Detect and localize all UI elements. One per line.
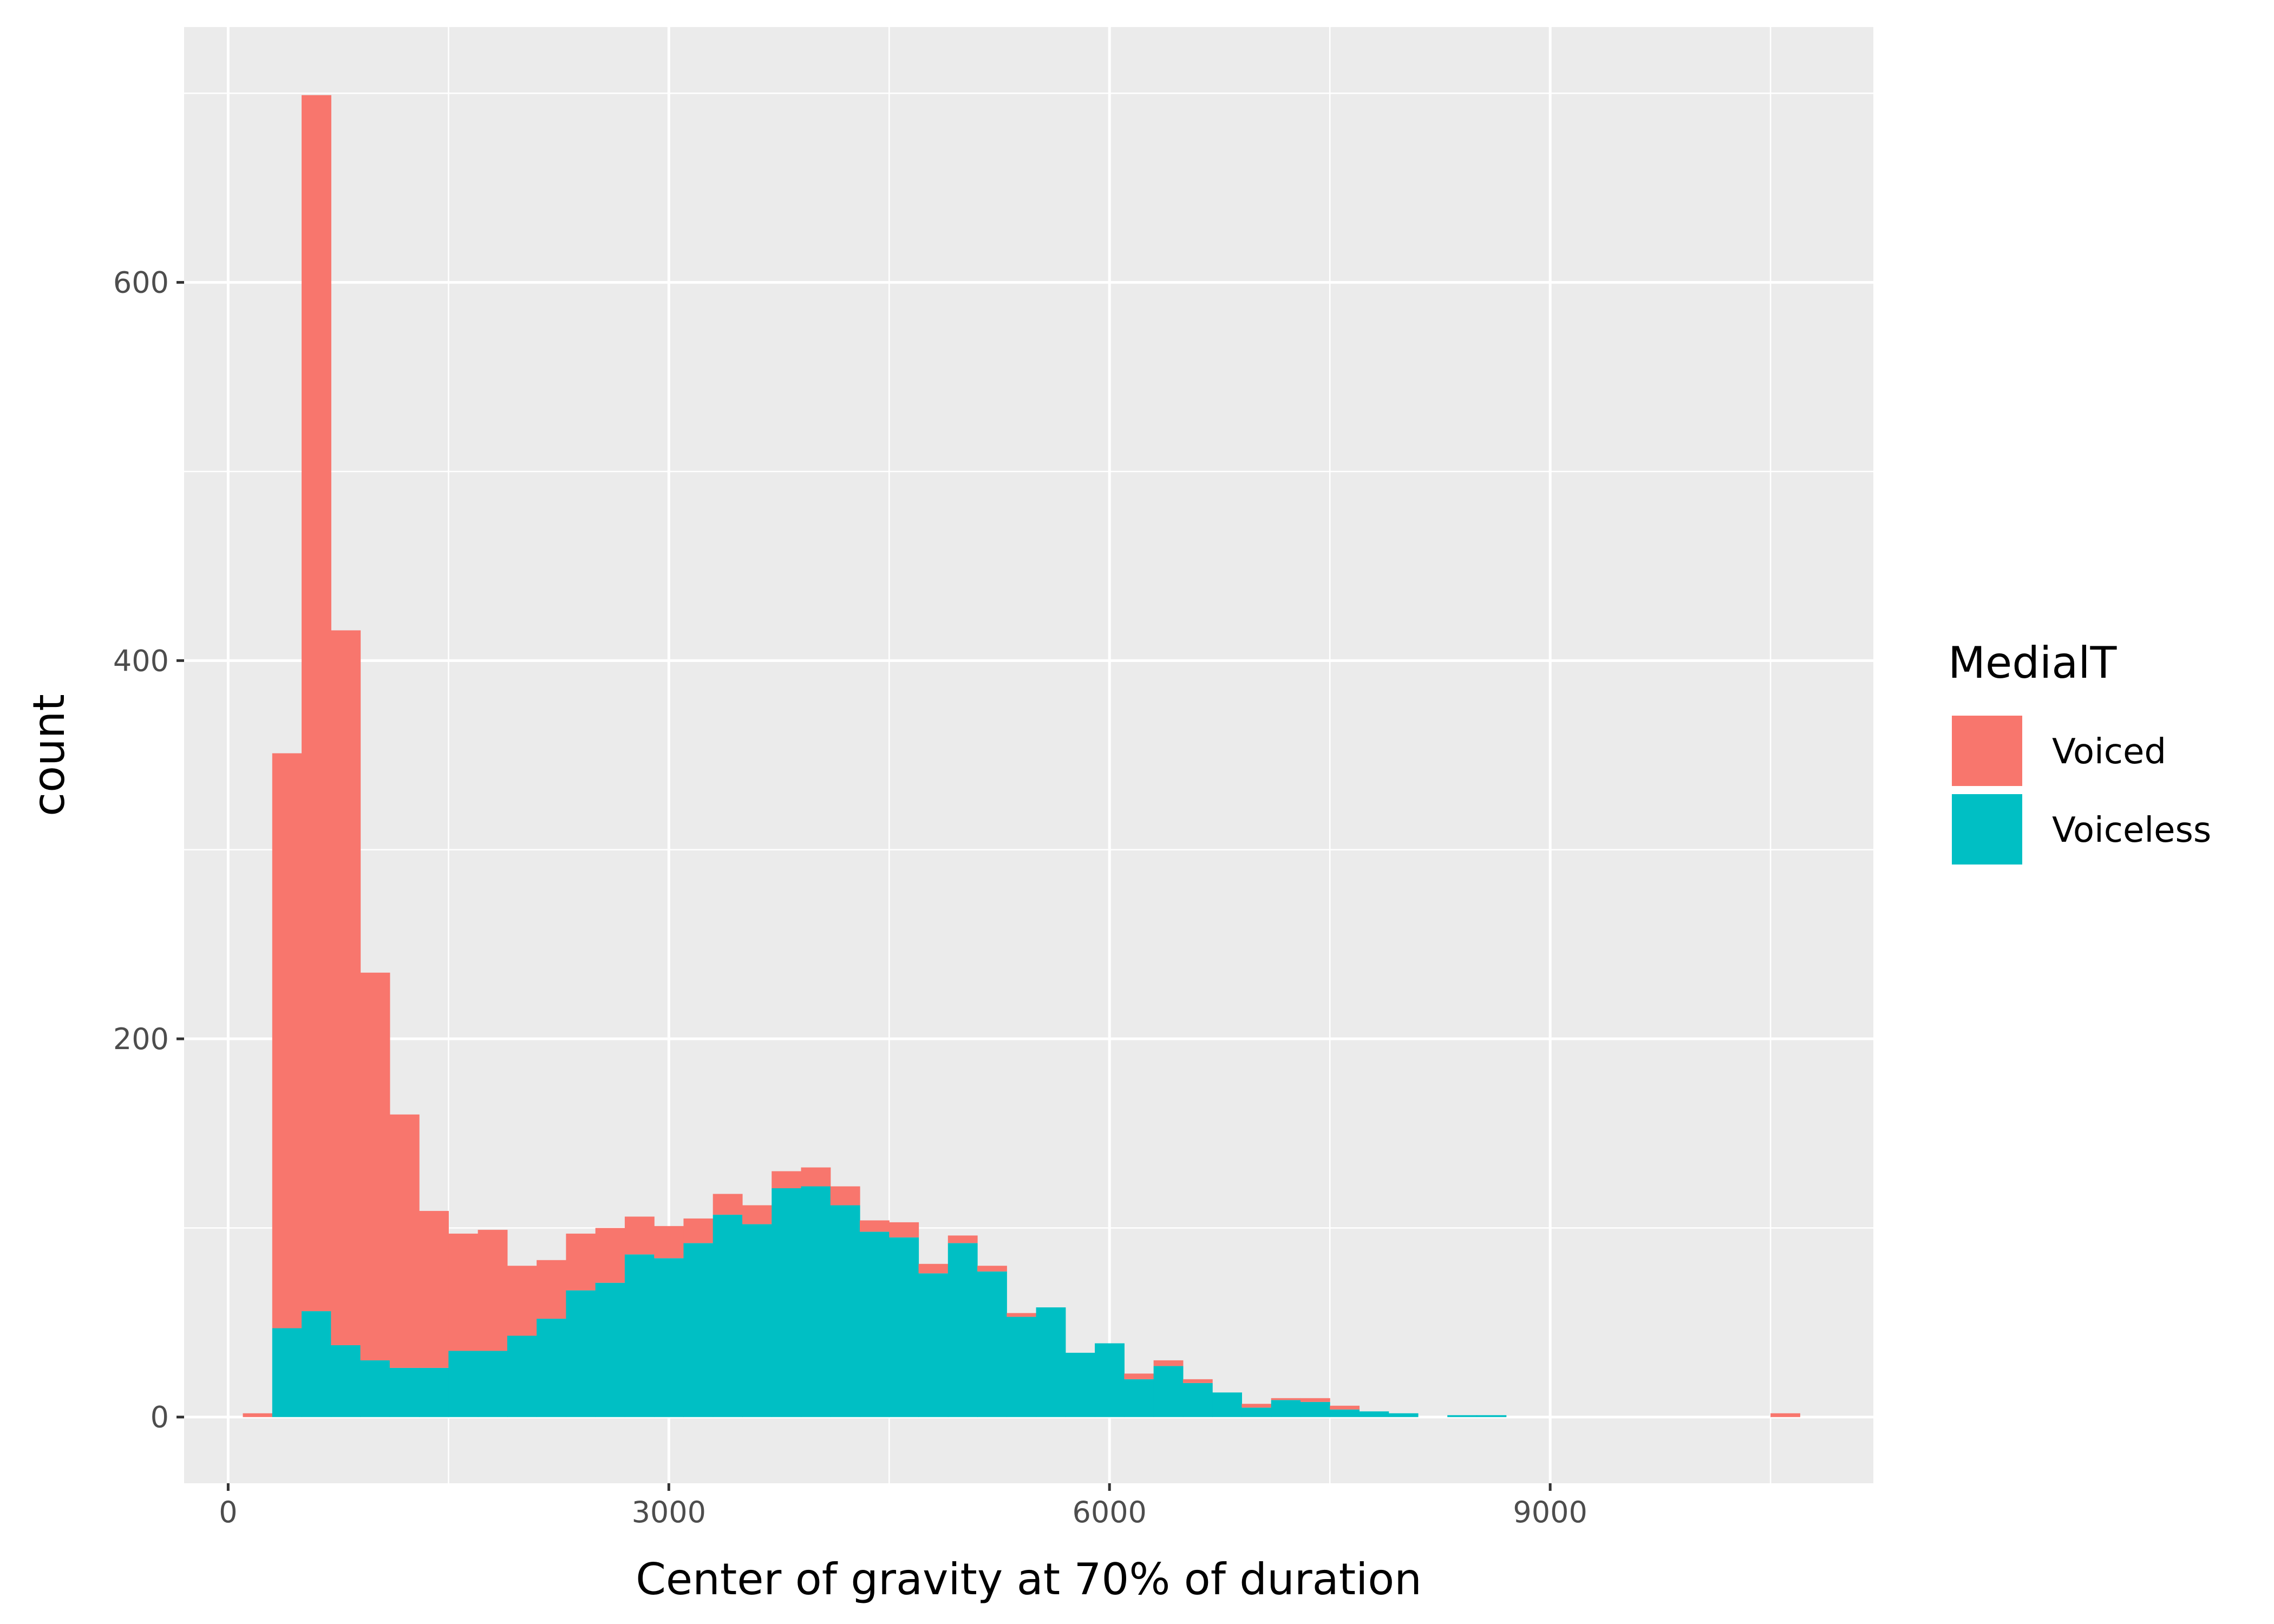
bar-voiceless [1036,1307,1066,1417]
bar-voiceless [272,1328,302,1417]
bar-voiceless [624,1254,655,1417]
bar-voiced [1182,1379,1213,1383]
bar-voiceless [713,1214,743,1417]
x-tick-label: 0 [219,1495,237,1529]
bar-voiceless [860,1232,890,1417]
bar-voiced [948,1235,978,1243]
x-axis: 0 3000 6000 9000 [219,1483,1587,1529]
bar-voiceless [1388,1413,1419,1417]
bar-voiced [595,1228,625,1283]
bar-voiceless [302,1311,331,1417]
bar-voiced [1271,1398,1301,1400]
bar-voiceless [478,1351,508,1417]
legend: MedialT Voiced Voiceless [1948,638,2211,865]
bars [243,95,1800,1417]
bar-voiced [1330,1405,1360,1410]
legend-label-voiceless: Voiceless [2052,810,2211,850]
bar-voiceless [331,1345,361,1417]
bar-voiceless [537,1319,566,1417]
y-tick-label: 600 [113,266,169,300]
bar-voiceless [448,1351,479,1417]
bar-voiced [713,1194,743,1215]
legend-label-voiced: Voiced [2052,732,2166,772]
bar-voiced [860,1220,890,1232]
bar-voiceless [419,1367,449,1417]
bar-voiceless [830,1205,860,1417]
bar-voiceless [1124,1379,1154,1417]
bar-voiced [1241,1404,1272,1408]
bar-voiceless [742,1224,772,1417]
bar-voiced [331,630,361,1345]
bar-voiced [1153,1360,1184,1366]
bar-voiced [566,1233,596,1291]
bar-voiceless [360,1360,390,1417]
bar-voiceless [1330,1409,1360,1417]
bar-voiced [272,753,302,1328]
bar-voiceless [507,1335,537,1417]
bar-voiceless [1447,1415,1478,1417]
bar-voiceless [977,1271,1007,1417]
bar-voiceless [683,1243,714,1417]
bar-voiceless [1182,1383,1213,1417]
y-tick-label: 200 [113,1022,169,1056]
y-tick-label: 400 [113,644,169,678]
legend-title: MedialT [1948,638,2118,688]
bar-voiced [654,1226,684,1259]
bar-voiced [537,1260,566,1319]
bar-voiced [478,1229,508,1351]
bar-voiceless [1271,1400,1301,1417]
bar-voiceless [948,1243,978,1417]
bar-voiced [243,1413,273,1417]
bar-voiced [360,972,390,1360]
bar-voiced [683,1218,714,1243]
bar-voiceless [1476,1415,1507,1417]
bar-voiceless [1241,1407,1272,1417]
bar-voiced [1770,1413,1800,1417]
bar-voiced [889,1222,919,1237]
y-axis-title: count [24,694,74,816]
x-tick-label: 6000 [1072,1495,1146,1529]
bar-voiceless [1359,1411,1389,1417]
bar-voiceless [566,1290,596,1417]
bar-voiceless [1153,1366,1184,1417]
bar-voiceless [1095,1343,1125,1417]
y-axis: 0 200 400 600 [113,266,184,1435]
bar-voiced [977,1266,1007,1272]
legend-key-voiceless [1952,794,2022,865]
bar-voiced [918,1263,949,1274]
bar-voiced [507,1266,537,1336]
bar-voiceless [1065,1352,1095,1417]
bar-voiceless [1007,1317,1037,1417]
bar-voiceless [595,1282,625,1417]
bar-voiceless [889,1237,919,1417]
bar-voiced [1007,1313,1037,1317]
bar-voiceless [918,1273,949,1417]
bar-voiceless [1212,1392,1242,1417]
bar-voiced [801,1167,831,1187]
bar-voiced [1300,1398,1330,1402]
bar-voiced [389,1114,420,1368]
bar-voiceless [801,1186,831,1417]
x-tick-label: 3000 [632,1495,706,1529]
y-tick-label: 0 [151,1400,169,1435]
bar-voiced [419,1210,449,1368]
bar-voiceless [389,1367,420,1417]
bar-voiced [772,1171,802,1189]
bar-voiceless [654,1258,684,1417]
bar-voiced [1124,1373,1154,1379]
legend-key-voiced [1952,716,2022,786]
bar-voiced [302,95,331,1312]
bar-voiced [742,1205,772,1224]
x-axis-title: Center of gravity at 70% of duration [636,1554,1422,1605]
bar-voiceless [1300,1402,1330,1417]
minor-gridlines [184,27,1873,1483]
bar-voiced [830,1186,860,1206]
x-tick-label: 9000 [1513,1495,1587,1529]
bar-voiced [624,1216,655,1255]
bar-voiceless [772,1188,802,1417]
bar-voiced [448,1233,479,1351]
